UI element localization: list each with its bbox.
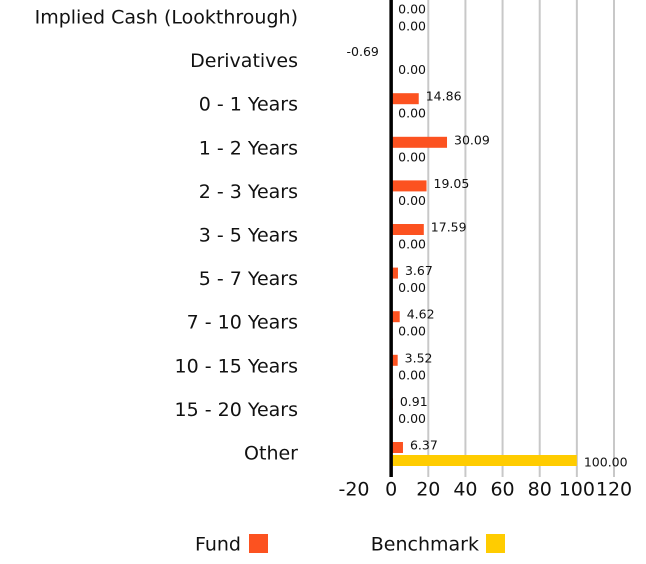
value-label: 100.00 xyxy=(584,455,628,470)
bar xyxy=(391,354,398,366)
value-label: 0.00 xyxy=(398,2,426,17)
legend: Fund Benchmark xyxy=(195,534,505,556)
category-label: 0 - 1 Years xyxy=(199,94,298,116)
value-label: 6.37 xyxy=(410,438,438,453)
value-label: -0.69 xyxy=(347,44,379,59)
category-label: 1 - 2 Years xyxy=(199,137,298,159)
legend-label: Benchmark xyxy=(371,534,479,556)
category-label: 2 - 3 Years xyxy=(199,181,298,203)
bar xyxy=(391,136,448,148)
x-tick-label: 120 xyxy=(596,479,632,501)
value-label: 19.05 xyxy=(434,176,470,191)
value-label: 0.00 xyxy=(398,280,426,295)
value-label: 0.00 xyxy=(398,324,426,339)
value-label: 0.00 xyxy=(398,193,426,208)
x-tick-label: -20 xyxy=(338,479,369,501)
category-label: 5 - 7 Years xyxy=(199,268,298,290)
value-label: 0.00 xyxy=(398,62,426,77)
x-tick-label: 20 xyxy=(416,479,440,501)
category-label: Other xyxy=(244,443,298,465)
bar xyxy=(391,93,419,105)
bar xyxy=(391,267,398,279)
category-label: 10 - 15 Years xyxy=(175,355,298,377)
value-label: 0.00 xyxy=(398,237,426,252)
category-label: 15 - 20 Years xyxy=(175,399,298,421)
value-label: 17.59 xyxy=(431,220,467,235)
value-label: 30.09 xyxy=(454,132,490,147)
legend-swatch xyxy=(486,534,505,553)
value-label: 4.62 xyxy=(407,307,435,322)
value-label: 0.00 xyxy=(398,19,426,34)
value-label: 14.86 xyxy=(426,89,462,104)
x-tick-label: 0 xyxy=(385,479,397,501)
x-tick-label: 100 xyxy=(559,479,595,501)
category-label: 3 - 5 Years xyxy=(199,225,298,247)
bar xyxy=(391,311,400,323)
value-label: 3.52 xyxy=(405,350,433,365)
bar xyxy=(391,180,427,192)
value-label: 0.91 xyxy=(400,394,428,409)
value-label: 0.00 xyxy=(398,411,426,426)
category-label: 7 - 10 Years xyxy=(187,312,298,334)
category-label: Derivatives xyxy=(190,50,298,72)
x-tick-label: 60 xyxy=(490,479,514,501)
legend-label: Fund xyxy=(195,534,241,556)
bar xyxy=(391,455,577,466)
x-tick-label: 40 xyxy=(453,479,477,501)
category-label: Implied Cash (Lookthrough) xyxy=(35,7,298,29)
value-label: 0.00 xyxy=(398,106,426,121)
value-label: 0.00 xyxy=(398,367,426,382)
value-label: 0.00 xyxy=(398,149,426,164)
bar xyxy=(391,442,403,453)
bar xyxy=(391,224,424,235)
legend-swatch xyxy=(249,534,268,553)
value-label: 3.67 xyxy=(405,263,433,278)
x-tick-label: 80 xyxy=(528,479,552,501)
